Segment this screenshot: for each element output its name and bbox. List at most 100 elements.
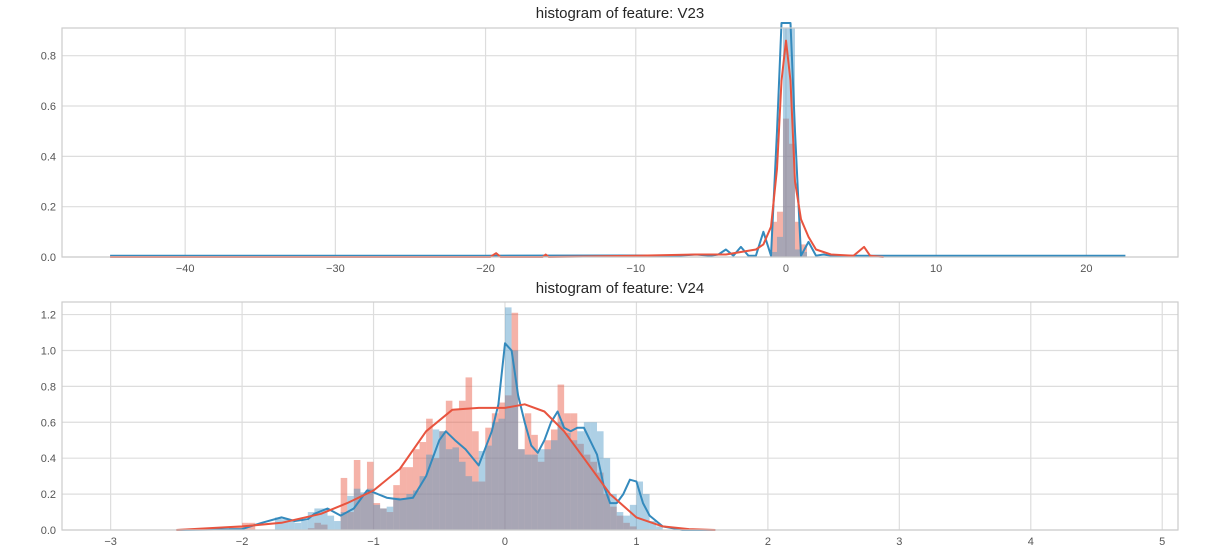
histogram-bar [623,515,630,530]
histogram-bar [445,400,453,530]
y-tick-label: 0.0 [41,525,56,537]
histogram-bar [550,440,558,530]
histogram-bar [353,459,361,530]
histogram-bar [577,443,584,530]
histogram-bar [432,458,440,530]
histogram-bar [439,431,446,530]
x-tick-label: −10 [626,263,645,275]
histogram-bar [770,251,777,257]
y-tick-label: 0.4 [41,453,56,465]
histogram-bar [570,440,578,530]
x-tick-label: 3 [896,536,902,548]
tick-labels: 0.0 0.2 0.4 0.6 0.8 −40 −30 −20 −10 0 10 20 [41,51,1093,275]
histogram-bar [288,521,295,530]
histogram-bar [347,495,354,530]
grid-lines [62,28,1178,258]
x-tick-label: −30 [326,263,345,275]
histogram-bar [590,461,597,530]
histogram-bar [406,494,413,530]
histogram-bar [432,429,440,530]
x-tick-label: 10 [930,263,942,275]
x-tick-label: 5 [1159,536,1165,548]
histogram-bar [307,528,315,530]
histogram-bar [294,522,302,530]
histogram-bar [603,494,611,530]
histogram-bar [380,508,387,530]
histogram-bar [518,449,525,530]
histogram-bar [504,307,512,530]
histogram-bar [301,521,308,530]
x-tick-label: −2 [236,536,249,548]
histogram-bar [776,211,783,257]
histogram-bar [399,499,407,530]
histogram-bar [491,422,499,530]
histogram-bar [320,524,328,530]
y-tick-label: 0.4 [41,151,56,163]
histogram-bar [314,522,321,530]
histogram-bar [419,476,427,530]
tick-labels: 0.0 0.2 0.4 0.6 0.8 1.0 1.2 −3 −2 −1 0 1 2 3 4 5 [41,310,1166,548]
histogram-bar [458,461,466,530]
histogram-bar [373,504,381,530]
histogram-bars [228,307,663,530]
histogram-bar [281,519,289,530]
kde-line-class-0 [110,22,1126,257]
histogram-bar [788,143,795,257]
histogram-bar [393,497,400,530]
histogram-bar [360,492,367,530]
histogram-bar [537,461,545,530]
histogram-bar [366,488,374,530]
chart-title-v23: histogram of feature: V23 [535,5,705,22]
histogram-bar [465,476,473,530]
histogram-bar [452,409,459,530]
histogram-bar [498,402,505,530]
y-tick-label: 0.2 [41,489,56,501]
histogram-bar [353,488,361,530]
histogram-bar [393,485,400,530]
histogram-bar [649,521,657,530]
histogram-bar [347,512,354,530]
chart-title-v24: histogram of feature: V24 [535,280,705,297]
y-tick-label: 0.8 [41,381,56,393]
x-tick-label: 4 [1028,536,1034,548]
histogram-bar [518,449,525,530]
x-tick-label: 20 [1080,263,1092,275]
histogram-bar [800,251,808,257]
histogram-bar [629,526,637,530]
x-tick-label: −1 [367,536,380,548]
histogram-bar [564,433,571,530]
histogram-bar [623,522,630,530]
histogram-bar [776,236,783,257]
histogram-bar [491,413,499,530]
histogram-bar [439,431,446,530]
histogram-bar [386,512,394,530]
histogram-bar [616,512,624,530]
histogram-bar [531,454,538,530]
kde-lines [110,22,1126,258]
histogram-bar [340,512,348,530]
plot-v23: 0.0 0.2 0.4 0.6 0.8 −40 −30 −20 −10 0 10 20 [41,22,1179,275]
y-tick-label: 0.8 [41,51,56,63]
histogram-bar [583,454,591,530]
histogram-bar [426,454,433,530]
histogram-bar [570,413,578,530]
histogram-bar [550,429,558,530]
histogram-bar [314,508,321,530]
histogram-bar [788,28,795,257]
plot-v24: 0.0 0.2 0.4 0.6 0.8 1.0 1.2 −3 −2 −1 0 1 2 3 4 5 [41,301,1179,548]
axes-frame [61,27,1179,258]
histogram-bar [360,494,367,530]
x-tick-label: 2 [765,536,771,548]
histogram-bar [656,526,663,530]
histogram-bar [590,422,597,530]
histogram-bar [616,515,624,530]
y-tick-label: 0.6 [41,101,56,113]
histogram-bar [531,434,538,530]
histogram-bar [373,503,381,530]
histogram-bar [564,413,571,530]
histogram-bar [524,413,532,530]
histogram-bar [504,395,512,530]
histogram-bar [596,472,604,530]
histogram-bar [445,449,453,530]
histogram-bar [320,508,328,530]
